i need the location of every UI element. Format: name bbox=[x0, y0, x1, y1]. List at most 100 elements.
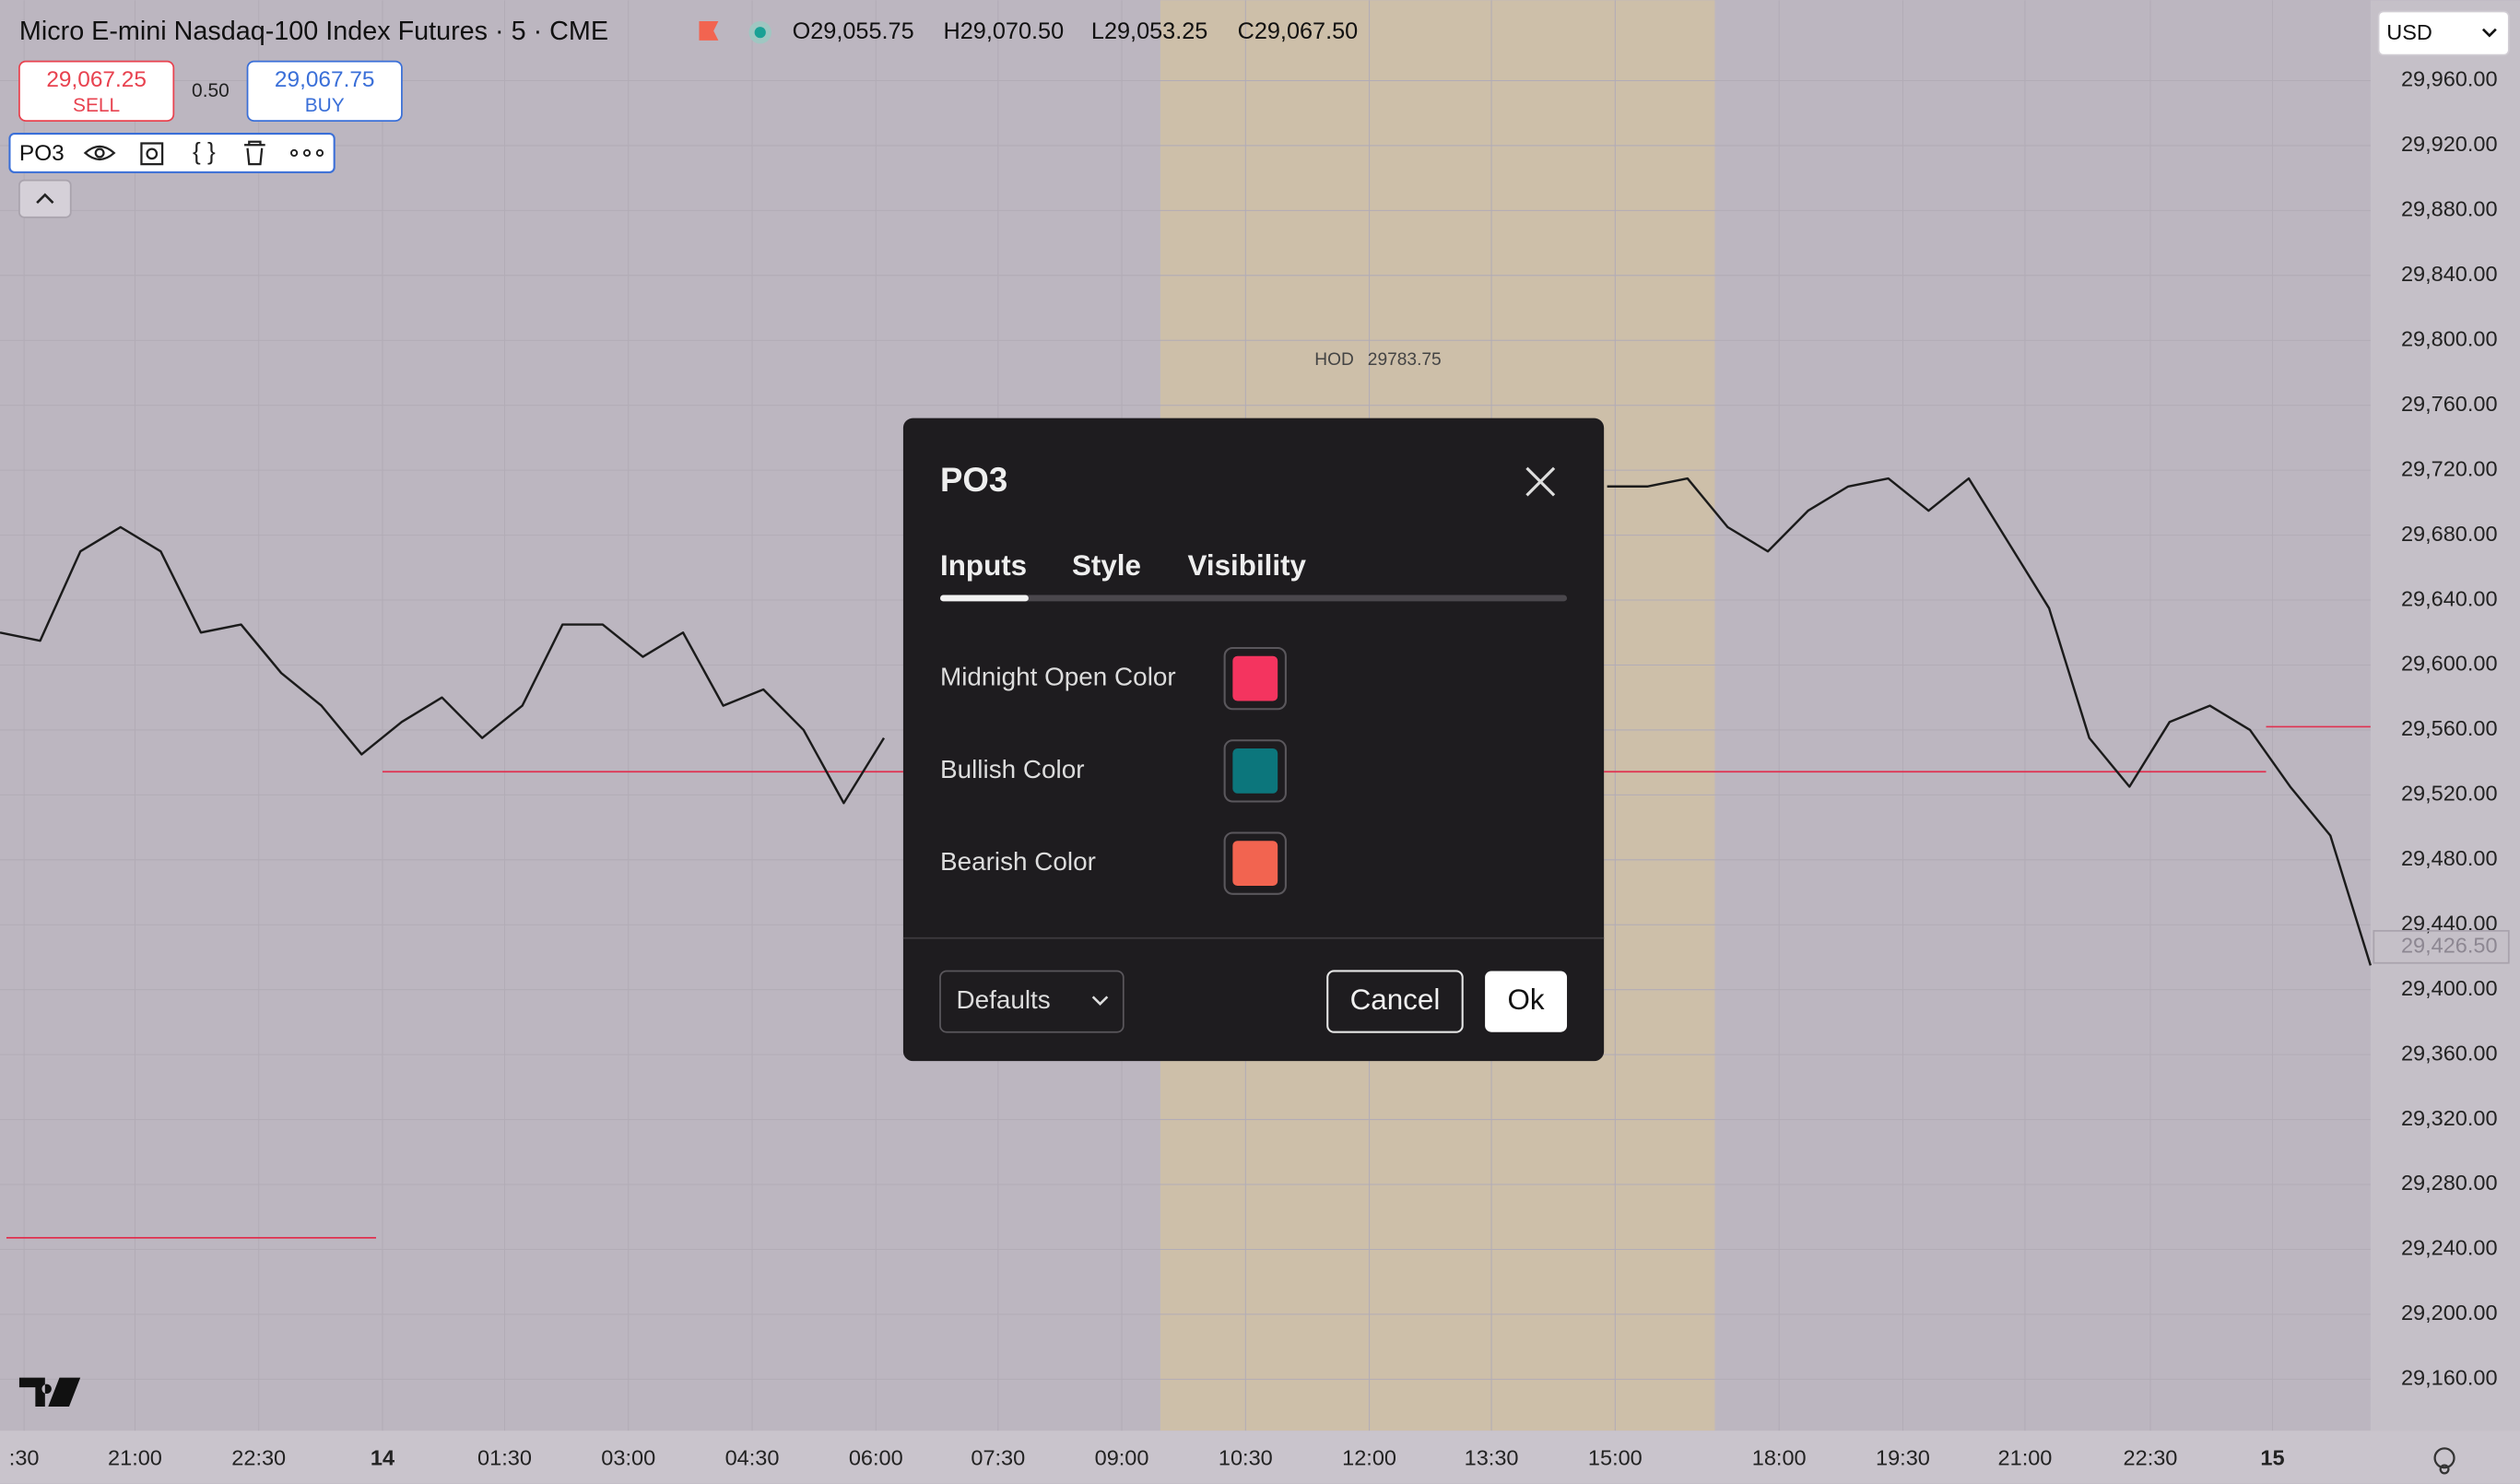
color-swatch bbox=[1232, 655, 1278, 701]
eye-icon[interactable] bbox=[83, 145, 116, 161]
price-line bbox=[0, 477, 2373, 966]
price-label: 29,400.00 bbox=[2401, 976, 2498, 1000]
status-dot bbox=[754, 27, 766, 39]
time-label: 09:00 bbox=[1095, 1446, 1149, 1470]
price-label: 29,840.00 bbox=[2401, 262, 2498, 286]
time-label: 06:00 bbox=[849, 1446, 903, 1470]
time-label: 15:00 bbox=[1588, 1446, 1643, 1470]
hod-label: HOD bbox=[1314, 350, 1354, 370]
current-price: 29,426.50 bbox=[2401, 934, 2498, 958]
price-label: 29,640.00 bbox=[2401, 586, 2498, 610]
close-button[interactable] bbox=[1525, 466, 1556, 497]
preset-select[interactable] bbox=[939, 970, 1125, 1033]
color-swatch bbox=[1232, 748, 1278, 794]
ohlc-value: O29,055.75 bbox=[793, 18, 914, 44]
price-label: 29,880.00 bbox=[2401, 197, 2498, 221]
collapse-button[interactable] bbox=[18, 179, 72, 218]
input-label: Bullish Color bbox=[940, 755, 1084, 783]
time-label: 22:30 bbox=[231, 1446, 286, 1470]
ohlc-value: C29,067.50 bbox=[1238, 18, 1359, 44]
time-label: 21:00 bbox=[1998, 1446, 2053, 1470]
time-label: 01:30 bbox=[477, 1446, 532, 1470]
input-label: Bearish Color bbox=[940, 847, 1096, 876]
settings-icon[interactable] bbox=[140, 142, 164, 166]
sell-price: 29,067.25 bbox=[46, 67, 147, 92]
ui-layer: 29,960.00 29,920.00 29,880.00 29,840.00 29,8… bbox=[8, 10, 2510, 1475]
hod-value: 29783.75 bbox=[1368, 350, 1442, 370]
price-label: 29,200.00 bbox=[2401, 1301, 2498, 1325]
price-label: 29,680.00 bbox=[2401, 522, 2498, 546]
price-label: 29,960.00 bbox=[2401, 67, 2498, 91]
price-label: 29,560.00 bbox=[2401, 716, 2498, 740]
price-series bbox=[0, 477, 2373, 966]
price-label: 29,480.00 bbox=[2401, 846, 2498, 870]
time-label: 07:30 bbox=[971, 1446, 1025, 1470]
time-label: 15 bbox=[2260, 1446, 2284, 1470]
chevron bbox=[1091, 995, 1109, 1007]
dialog: PO3 Inputs Style Visibility Midnight Open Co… bbox=[902, 418, 1605, 1062]
time-label: 21:00 bbox=[108, 1446, 162, 1470]
logo bbox=[18, 1377, 81, 1407]
chevron bbox=[2481, 28, 2497, 38]
flag-icon bbox=[699, 20, 719, 41]
tab[interactable]: Visibility bbox=[1188, 549, 1307, 582]
delete-icon[interactable] bbox=[244, 140, 265, 166]
ok-button[interactable] bbox=[1485, 971, 1568, 1032]
more-dot[interactable] bbox=[302, 148, 312, 158]
cancel-label: Cancel bbox=[1350, 983, 1441, 1016]
color-swatch bbox=[1232, 841, 1278, 887]
spread: 0.50 bbox=[192, 80, 230, 101]
current-price-box bbox=[2373, 930, 2510, 964]
price-label: 29,240.00 bbox=[2401, 1236, 2498, 1260]
price-label: 29,320.00 bbox=[2401, 1106, 2498, 1130]
price-label: 29,600.00 bbox=[2401, 652, 2498, 676]
buy-button[interactable] bbox=[246, 60, 403, 122]
time-label: 13:30 bbox=[1465, 1446, 1519, 1470]
time-label: 22:30 bbox=[2124, 1446, 2178, 1470]
tab[interactable]: Inputs bbox=[940, 549, 1027, 582]
time-label: 10:30 bbox=[1219, 1446, 1273, 1470]
currency: USD bbox=[2386, 20, 2432, 44]
preset: Defaults bbox=[956, 985, 1050, 1014]
more-dot[interactable] bbox=[315, 148, 324, 158]
buy-label: BUY bbox=[305, 95, 345, 116]
price-axis-pane bbox=[2370, 0, 2520, 1431]
price-label: 29,360.00 bbox=[2401, 1041, 2498, 1065]
buy-price: 29,067.75 bbox=[275, 67, 375, 92]
ohlc-value: L29,053.25 bbox=[1091, 18, 1207, 44]
time-axis-pane bbox=[0, 1431, 2520, 1484]
tab-indicator bbox=[940, 595, 1029, 602]
collapse-icon bbox=[36, 193, 54, 204]
time-label: 19:30 bbox=[1876, 1446, 1930, 1470]
tab[interactable]: Style bbox=[1072, 549, 1141, 582]
price-label: 29,760.00 bbox=[2401, 392, 2498, 416]
price-label: 29,720.00 bbox=[2401, 456, 2498, 480]
time-label: :30 bbox=[9, 1446, 40, 1470]
price-label: 29,800.00 bbox=[2401, 326, 2498, 350]
ok-label: Ok bbox=[1508, 983, 1545, 1016]
cancel-button[interactable] bbox=[1326, 970, 1464, 1033]
time-label: 12:00 bbox=[1342, 1446, 1396, 1470]
time-label: 03:00 bbox=[601, 1446, 655, 1470]
price-label: 29,160.00 bbox=[2401, 1366, 2498, 1390]
gear-icon[interactable] bbox=[2433, 1447, 2455, 1475]
time-label: 18:00 bbox=[1752, 1446, 1807, 1470]
time-label: 04:30 bbox=[725, 1446, 780, 1470]
currency-select[interactable] bbox=[2377, 10, 2510, 56]
time-label: 14 bbox=[371, 1446, 394, 1470]
more-dot[interactable] bbox=[289, 148, 299, 158]
input-label: Midnight Open Color bbox=[940, 663, 1176, 691]
indicator-name: PO3 bbox=[19, 141, 65, 166]
dialog-title: PO3 bbox=[940, 461, 1007, 499]
price-label: 29,920.00 bbox=[2401, 132, 2498, 156]
ohlc-value: H29,070.50 bbox=[944, 18, 1065, 44]
symbol-title: Micro E-mini Nasdaq-100 Index Futures · … bbox=[19, 17, 608, 46]
price-label: 29,280.00 bbox=[2401, 1171, 2498, 1195]
tab-track bbox=[940, 595, 1568, 602]
price-label: 29,520.00 bbox=[2401, 782, 2498, 806]
source-icon[interactable]: { } bbox=[193, 137, 216, 165]
indicator-pill[interactable] bbox=[8, 132, 336, 173]
sell-button[interactable] bbox=[18, 60, 175, 122]
